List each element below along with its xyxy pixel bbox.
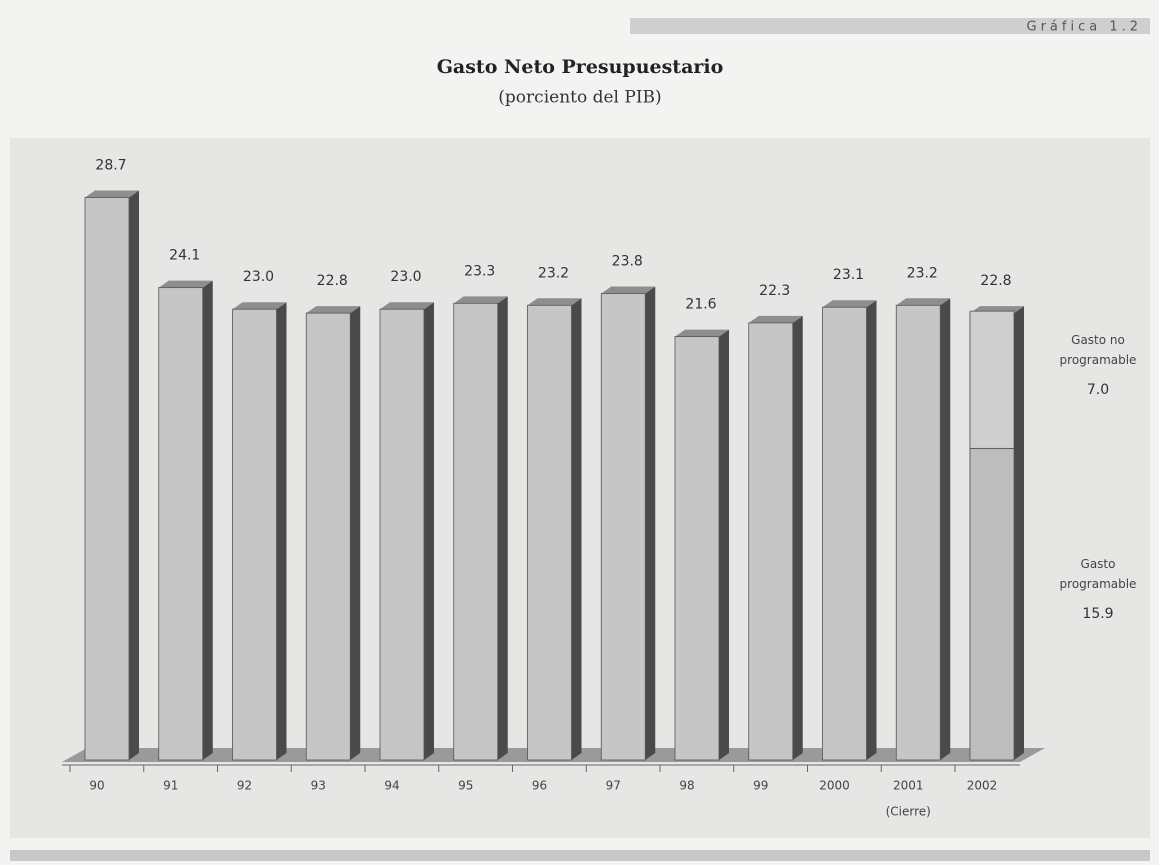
bar-top [232, 302, 287, 310]
value-label: 23.3 [464, 263, 495, 279]
bar [305, 312, 351, 761]
bar [84, 197, 130, 761]
x-tick-label: 2002 [967, 779, 998, 793]
bar-side [129, 190, 139, 761]
value-label: 28.7 [95, 157, 126, 173]
segment-label: 7.0 [1087, 382, 1109, 398]
bar [822, 306, 867, 761]
bar-top [748, 315, 803, 323]
bar-top [896, 298, 951, 306]
bar-top [675, 329, 729, 337]
footer-band [10, 850, 1150, 861]
value-label: 22.8 [980, 273, 1011, 289]
category-note: (Cierre) [886, 805, 931, 819]
x-tick-label: 94 [384, 779, 399, 793]
bar-top [601, 286, 656, 294]
bar [232, 308, 277, 761]
bar-side [202, 280, 213, 760]
header: Gráfica 1.2 [1027, 20, 1143, 35]
bar-top [380, 302, 434, 310]
segment-label: 15.9 [1082, 606, 1113, 622]
x-tick-label: 95 [458, 779, 473, 793]
x-tick-label: 90 [89, 779, 104, 793]
x-tick-label: 92 [237, 779, 252, 793]
value-label: 23.8 [612, 254, 643, 270]
value-label: 24.1 [169, 248, 200, 264]
bar-top [85, 190, 139, 198]
bar [895, 304, 941, 761]
segment-name: Gasto no programable [1060, 332, 1137, 366]
value-label: 23.2 [907, 265, 938, 281]
bar-top [822, 300, 877, 308]
bar-side [276, 302, 287, 760]
value-label: 23.0 [243, 269, 274, 285]
value-label: 21.6 [685, 297, 716, 313]
value-label: 23.1 [833, 267, 864, 283]
x-tick-label: 97 [606, 779, 621, 793]
bar-segment [969, 310, 1015, 449]
header-band [630, 18, 1150, 34]
x-tick-label: 98 [679, 779, 694, 793]
segment-name: Gasto programable [1060, 557, 1137, 591]
bar [379, 308, 425, 761]
bar [527, 304, 572, 761]
bar [674, 336, 720, 761]
chart-subtitle: (porciento del PIB) [498, 88, 661, 108]
bar [453, 302, 499, 761]
value-label: 23.2 [538, 265, 569, 281]
bar-side [792, 315, 803, 760]
bar-side [350, 306, 361, 760]
bar-top [453, 296, 508, 304]
x-tick-label: 96 [532, 779, 547, 793]
bar-side [571, 298, 582, 760]
bar [158, 287, 204, 761]
x-tick-label: 2000 [819, 779, 850, 793]
bar-top [306, 306, 361, 314]
bar [748, 322, 794, 761]
x-tick-label: 93 [311, 779, 326, 793]
bar-top [527, 298, 582, 306]
chart-title: Gasto Neto Presupuestario [437, 56, 724, 78]
x-tick-label: 2001 [893, 779, 924, 793]
bar-side [645, 286, 656, 760]
x-tick-label: 99 [753, 779, 768, 793]
bar-side [497, 296, 508, 760]
bar-side [424, 302, 434, 760]
value-label: 23.0 [390, 269, 421, 285]
value-label: 22.8 [317, 273, 348, 289]
x-tick-label: 91 [163, 779, 178, 793]
bar [600, 293, 646, 761]
bar-top [158, 280, 213, 288]
bar-side [719, 329, 729, 760]
bar-side [940, 298, 951, 760]
bar-segment [969, 447, 1015, 761]
bar-side [866, 300, 877, 760]
value-label: 22.3 [759, 283, 790, 299]
bar-total-side [1014, 306, 1024, 760]
